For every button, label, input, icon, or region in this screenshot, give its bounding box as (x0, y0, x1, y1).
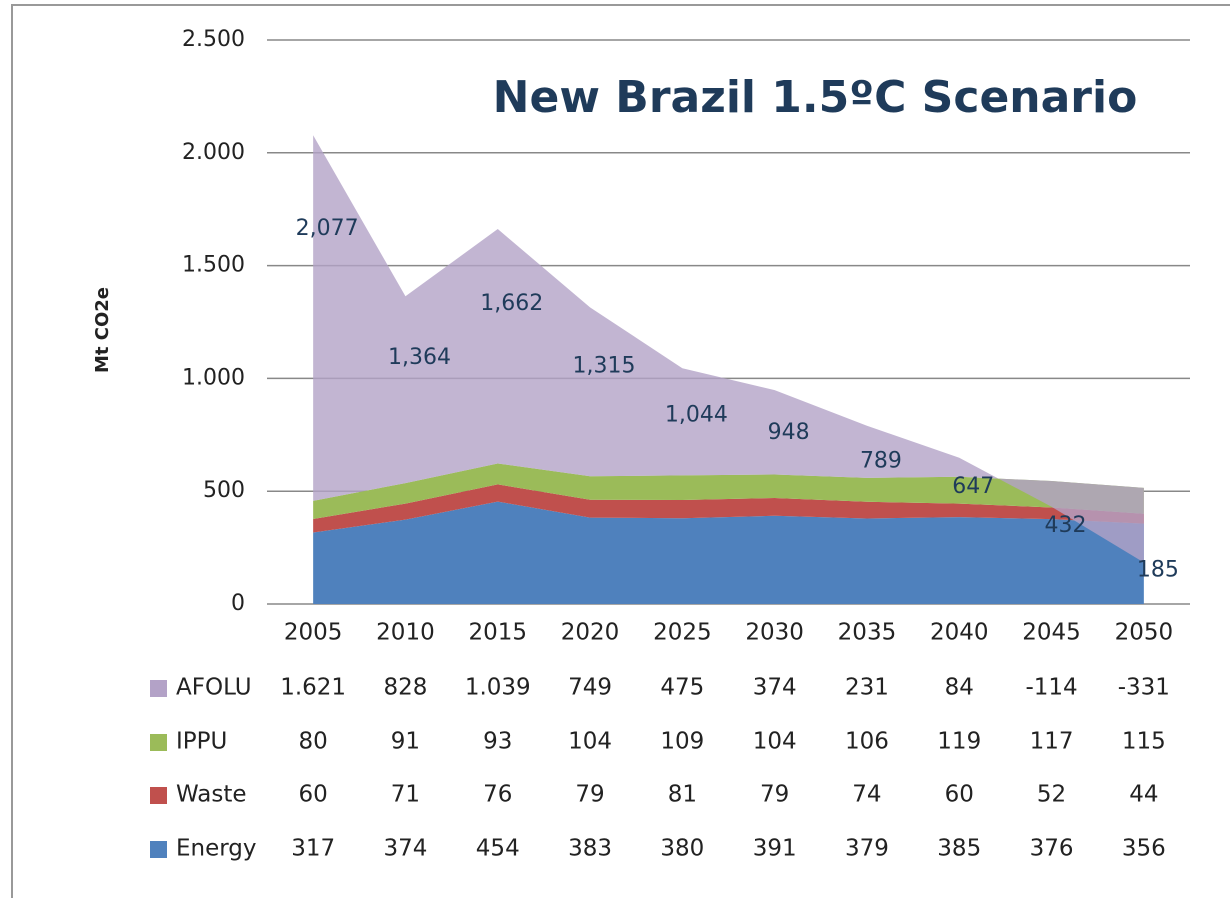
table-value: 106 (845, 729, 889, 755)
y-tick-label: 2.000 (182, 140, 245, 165)
table-value: 60 (299, 782, 328, 808)
frame (11, 4, 1230, 898)
total-label: 2,077 (296, 216, 359, 241)
y-tick-label: 2.500 (182, 27, 245, 52)
table-value: 79 (575, 782, 604, 808)
area (313, 463, 1144, 519)
total-label: 647 (952, 474, 994, 499)
total-label: 789 (860, 449, 902, 474)
x-tick-label: 2020 (561, 620, 620, 646)
table-value: 104 (753, 729, 797, 755)
table-value: 76 (483, 782, 512, 808)
total-label: 1,315 (573, 354, 636, 379)
y-tick-label: 0 (231, 591, 245, 616)
legend-label: IPPU (176, 729, 227, 755)
table-value: 374 (753, 675, 797, 701)
table-value: 81 (668, 782, 697, 808)
table-value: 104 (568, 729, 612, 755)
table-value: 115 (1122, 729, 1166, 755)
chart-title: New Brazil 1.5ºC Scenario (493, 72, 1138, 123)
table-value: 391 (753, 836, 797, 862)
x-tick-label: 2045 (1022, 620, 1081, 646)
y-tick-label: 1.000 (182, 365, 245, 390)
table-value: 93 (483, 729, 512, 755)
table-value: -114 (1025, 675, 1077, 701)
table-value: 44 (1129, 782, 1158, 808)
table-value: 1.039 (465, 675, 531, 701)
legend-label: Waste (176, 782, 247, 808)
table-value: 117 (1030, 729, 1074, 755)
x-tick-label: 2035 (838, 620, 897, 646)
table-value: 80 (299, 729, 328, 755)
legend-label: AFOLU (176, 675, 252, 701)
x-tick-label: 2050 (1115, 620, 1174, 646)
table-value: 119 (937, 729, 981, 755)
legend-swatch (150, 787, 167, 804)
table-value: 109 (660, 729, 704, 755)
legend-swatch (150, 680, 167, 697)
table-value: 60 (945, 782, 974, 808)
table-value: 383 (568, 836, 612, 862)
table-value: 79 (760, 782, 789, 808)
table-value: 84 (945, 675, 974, 701)
x-tick-label: 2025 (653, 620, 712, 646)
legend-label: Energy (176, 836, 257, 862)
table-value: 74 (852, 782, 881, 808)
table-value: 1.621 (280, 675, 346, 701)
table-value: 749 (568, 675, 612, 701)
x-tick-label: 2030 (745, 620, 804, 646)
area (313, 501, 1144, 604)
table-value: 828 (383, 675, 427, 701)
total-label: 1,044 (665, 403, 728, 428)
y-tick-label: 1.500 (182, 253, 245, 278)
legend-swatch (150, 841, 167, 858)
table-value: 71 (391, 782, 420, 808)
table-value: 317 (291, 836, 335, 862)
x-tick-label: 2040 (930, 620, 989, 646)
table-value: 385 (937, 836, 981, 862)
total-label: 948 (768, 420, 810, 445)
table-value: 376 (1030, 836, 1074, 862)
area (313, 484, 1144, 533)
x-tick-label: 2015 (468, 620, 527, 646)
table-value: 475 (660, 675, 704, 701)
table-value: 374 (383, 836, 427, 862)
x-tick-label: 2005 (284, 620, 343, 646)
table-value: 454 (476, 836, 520, 862)
table-value: -331 (1118, 675, 1170, 701)
legend-swatch (150, 734, 167, 751)
total-label: 432 (1045, 513, 1087, 538)
total-label: 185 (1137, 558, 1179, 583)
table-value: 231 (845, 675, 889, 701)
y-tick-label: 500 (203, 478, 245, 503)
y-axis-label: Mt CO2e (92, 287, 113, 373)
total-label: 1,364 (388, 345, 451, 370)
table-value: 356 (1122, 836, 1166, 862)
table-value: 379 (845, 836, 889, 862)
area (313, 135, 1144, 563)
x-tick-label: 2010 (376, 620, 435, 646)
table-value: 52 (1037, 782, 1066, 808)
table-value: 380 (660, 836, 704, 862)
total-label: 1,662 (480, 291, 543, 316)
table-value: 91 (391, 729, 420, 755)
